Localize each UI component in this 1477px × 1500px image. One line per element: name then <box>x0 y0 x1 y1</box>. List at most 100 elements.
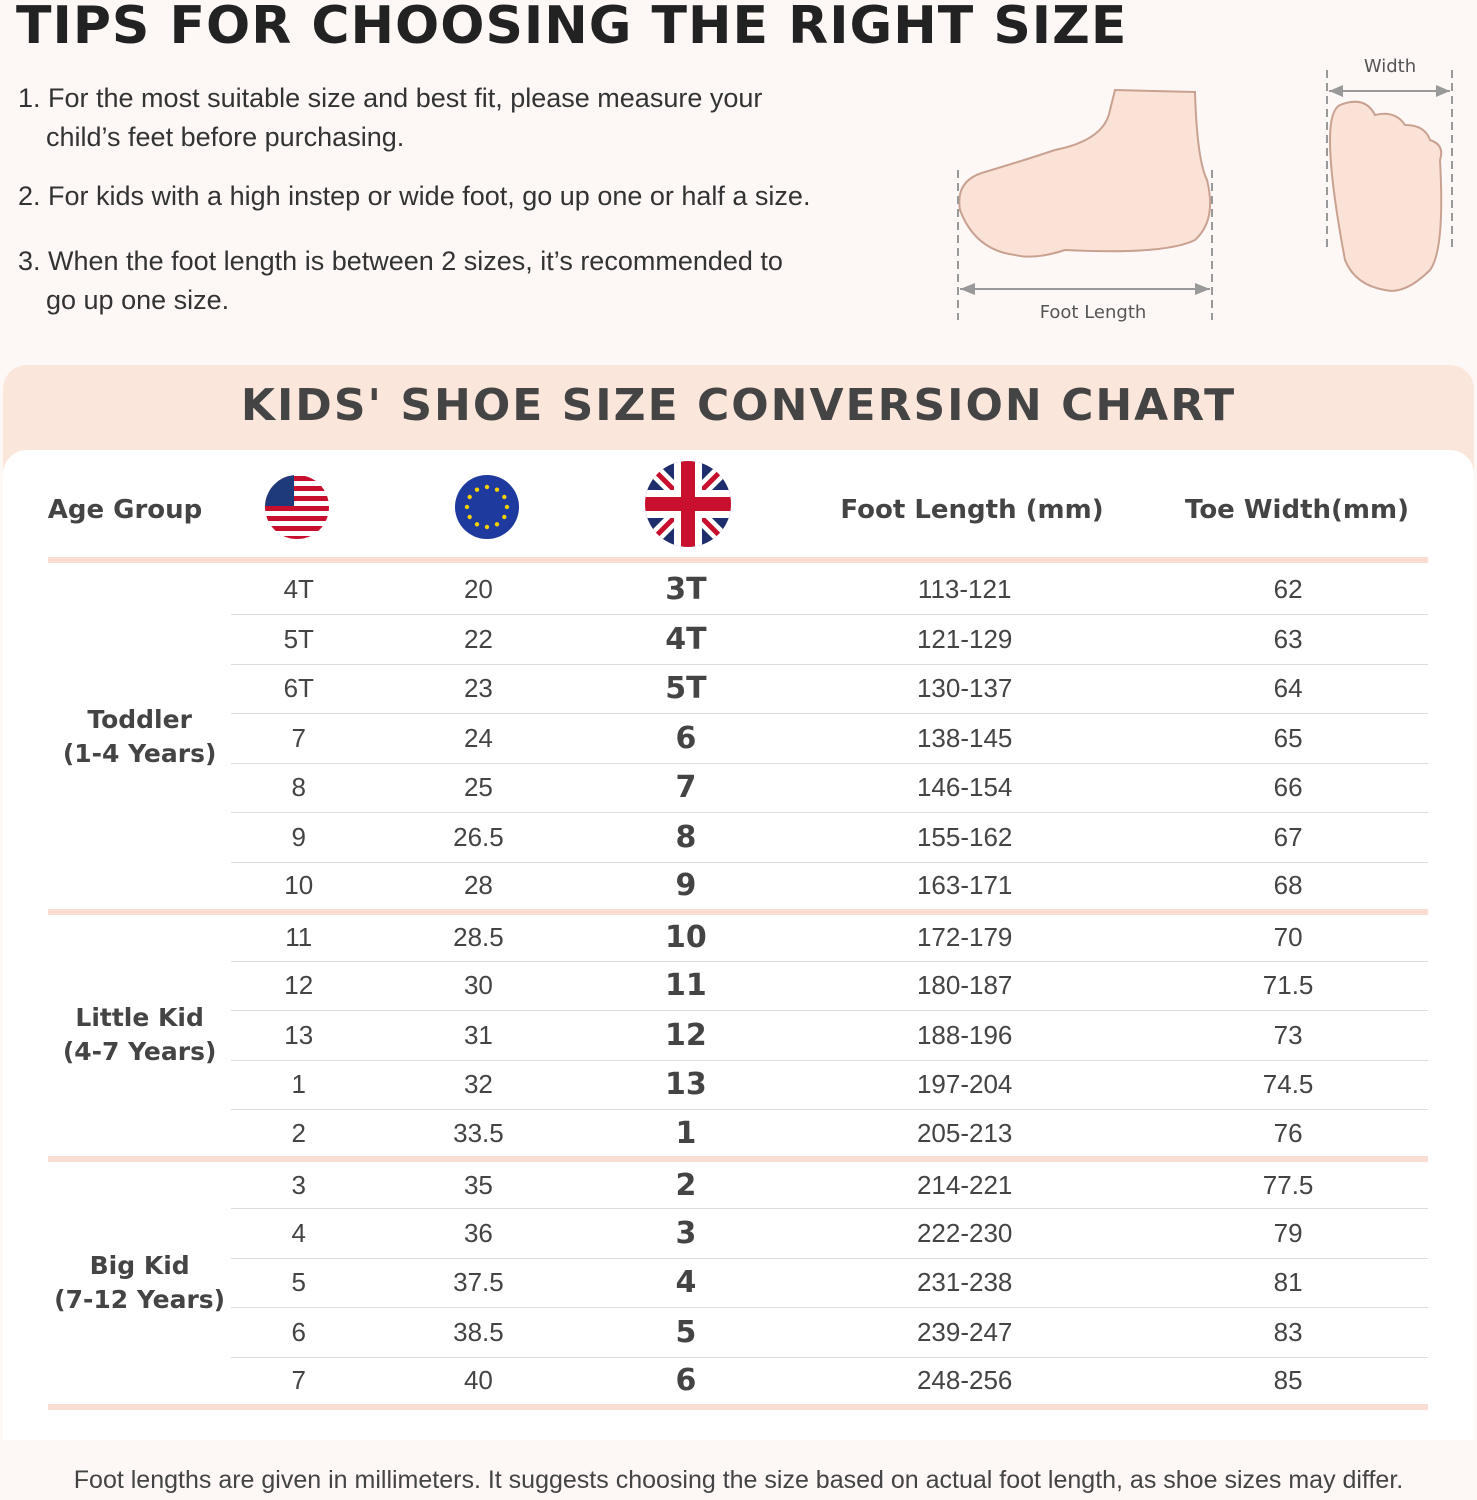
toe-width-cell: 74.5 <box>1148 1060 1428 1110</box>
toe-width-cell: 83 <box>1148 1307 1428 1358</box>
eu-flag-icon <box>455 475 519 539</box>
uk-size-cell: 6 <box>590 713 782 764</box>
table-row: 5T 22 4T 121-129 63 <box>48 614 1428 665</box>
side-foot-icon <box>958 88 1212 258</box>
us-size-cell: 9 <box>231 812 367 863</box>
foot-length-cell: 146-154 <box>781 763 1149 813</box>
table-row: 13 31 12 188-196 73 <box>48 1010 1428 1061</box>
uk-size-cell: 7 <box>590 763 782 813</box>
toe-width-cell: 68 <box>1148 862 1428 915</box>
foot-length-cell: 172-179 <box>781 911 1149 962</box>
us-flag-icon <box>265 475 329 539</box>
eu-size-cell: 32 <box>366 1060 591 1110</box>
us-size-cell: 4 <box>231 1208 367 1259</box>
tip-text: child’s feet before purchasing. <box>46 122 405 152</box>
age-group-years: (1-4 Years) <box>62 738 217 768</box>
uk-size-cell: 4 <box>590 1258 782 1308</box>
eu-size-cell: 23 <box>366 664 591 714</box>
header-toe-width: Toe Width(mm) <box>1185 495 1409 525</box>
header-foot-length: Foot Length (mm) <box>840 495 1104 525</box>
foot-measurement-diagram: Foot Length Width <box>957 56 1453 323</box>
age-group-years: (4-7 Years) <box>62 1037 217 1067</box>
tip-3: 3. When the foot length is between 2 siz… <box>18 242 783 320</box>
us-size-cell: 11 <box>231 911 367 962</box>
foot-length-cell: 239-247 <box>781 1307 1149 1358</box>
table-row: Toddler (1-4 Years) 4T 20 3T 113-121 62 <box>48 565 1428 915</box>
eu-size-cell: 20 <box>366 565 591 615</box>
tip-text: 1. For the most suitable size and best f… <box>18 83 763 113</box>
foot-length-cell: 163-171 <box>781 862 1149 915</box>
uk-size-cell: 5 <box>590 1307 782 1358</box>
page-title: TIPS FOR CHOOSING THE RIGHT SIZE <box>16 0 1128 56</box>
uk-size-cell: 5T <box>590 664 782 714</box>
us-size-cell: 12 <box>231 961 367 1011</box>
toe-width-cell: 73 <box>1148 1010 1428 1061</box>
eu-size-cell: 28.5 <box>366 911 591 962</box>
uk-flag-icon <box>645 461 731 547</box>
foot-length-cell: 138-145 <box>781 713 1149 764</box>
us-size-cell: 6 <box>231 1307 367 1358</box>
age-group-name: Big Kid <box>89 1250 190 1280</box>
footer-note: Foot lengths are given in millimeters. I… <box>73 1466 1404 1494</box>
table-row: 1 32 13 197-204 74.5 <box>48 1060 1428 1110</box>
uk-size-cell: 6 <box>590 1357 782 1410</box>
age-group-cell: Little Kid (4-7 Years) <box>48 911 232 1162</box>
eu-size-cell: 31 <box>366 1010 591 1061</box>
toe-width-cell: 65 <box>1148 713 1428 764</box>
table-row: 7 40 6 248-256 85 <box>48 1357 1428 1410</box>
table-row: Little Kid (4-7 Years) 11 28.5 10 172-179 70 <box>48 911 1428 1162</box>
us-size-cell: 7 <box>231 713 367 764</box>
uk-size-cell: 2 <box>590 1159 782 1209</box>
foot-length-cell: 155-162 <box>781 812 1149 863</box>
foot-length-cell: 180-187 <box>781 961 1149 1011</box>
table-row: 10 28 9 163-171 68 <box>48 862 1428 915</box>
toe-width-cell: 64 <box>1148 664 1428 714</box>
us-size-cell: 8 <box>231 763 367 813</box>
uk-size-cell: 8 <box>590 812 782 863</box>
tip-text: 2. For kids with a high instep or wide f… <box>18 181 811 211</box>
tip-text: 3. When the foot length is between 2 siz… <box>18 246 783 276</box>
uk-size-cell: 11 <box>590 961 782 1011</box>
uk-size-cell: 4T <box>590 614 782 665</box>
foot-length-cell: 188-196 <box>781 1010 1149 1061</box>
uk-size-cell: 10 <box>590 911 782 962</box>
foot-length-cell: 248-256 <box>781 1357 1149 1410</box>
toe-width-cell: 77.5 <box>1148 1159 1428 1209</box>
header-age-group: Age Group <box>47 495 203 525</box>
age-group-name: Toddler <box>87 704 192 734</box>
eu-size-cell: 26.5 <box>366 812 591 863</box>
uk-size-cell: 3 <box>590 1208 782 1259</box>
uk-size-cell: 13 <box>590 1060 782 1110</box>
us-size-cell: 1 <box>231 1060 367 1110</box>
foot-length-cell: 214-221 <box>781 1159 1149 1209</box>
tip-2: 2. For kids with a high instep or wide f… <box>18 177 810 216</box>
table-row: 6 38.5 5 239-247 83 <box>48 1307 1428 1358</box>
toe-width-cell: 79 <box>1148 1208 1428 1259</box>
toe-width-cell: 63 <box>1148 614 1428 665</box>
eu-size-cell: 33.5 <box>366 1109 591 1162</box>
eu-size-cell: 30 <box>366 961 591 1011</box>
foot-length-cell: 121-129 <box>781 614 1149 665</box>
table-row: 2 33.5 1 205-213 76 <box>48 1109 1428 1162</box>
uk-size-cell: 1 <box>590 1109 782 1162</box>
us-size-cell: 10 <box>231 862 367 915</box>
toe-width-cell: 85 <box>1148 1357 1428 1410</box>
us-size-cell: 13 <box>231 1010 367 1061</box>
width-label: Width <box>1364 56 1416 77</box>
table-row: 7 24 6 138-145 65 <box>48 713 1428 764</box>
foot-length-cell: 231-238 <box>781 1258 1149 1308</box>
eu-size-cell: 36 <box>366 1208 591 1259</box>
tip-1: 1. For the most suitable size and best f… <box>18 79 762 157</box>
toe-width-cell: 70 <box>1148 911 1428 962</box>
chart-title: KIDS' SHOE SIZE CONVERSION CHART <box>240 380 1237 431</box>
foot-length-cell: 205-213 <box>781 1109 1149 1162</box>
us-size-cell: 5 <box>231 1258 367 1308</box>
table-row: 12 30 11 180-187 71.5 <box>48 961 1428 1011</box>
age-group-years: (7-12 Years) <box>54 1284 226 1314</box>
uk-size-cell: 9 <box>590 862 782 915</box>
toe-width-cell: 62 <box>1148 565 1428 615</box>
age-group-cell: Big Kid (7-12 Years) <box>48 1159 232 1410</box>
eu-size-cell: 35 <box>366 1159 591 1209</box>
table-row: 9 26.5 8 155-162 67 <box>48 812 1428 863</box>
eu-size-cell: 38.5 <box>366 1307 591 1358</box>
